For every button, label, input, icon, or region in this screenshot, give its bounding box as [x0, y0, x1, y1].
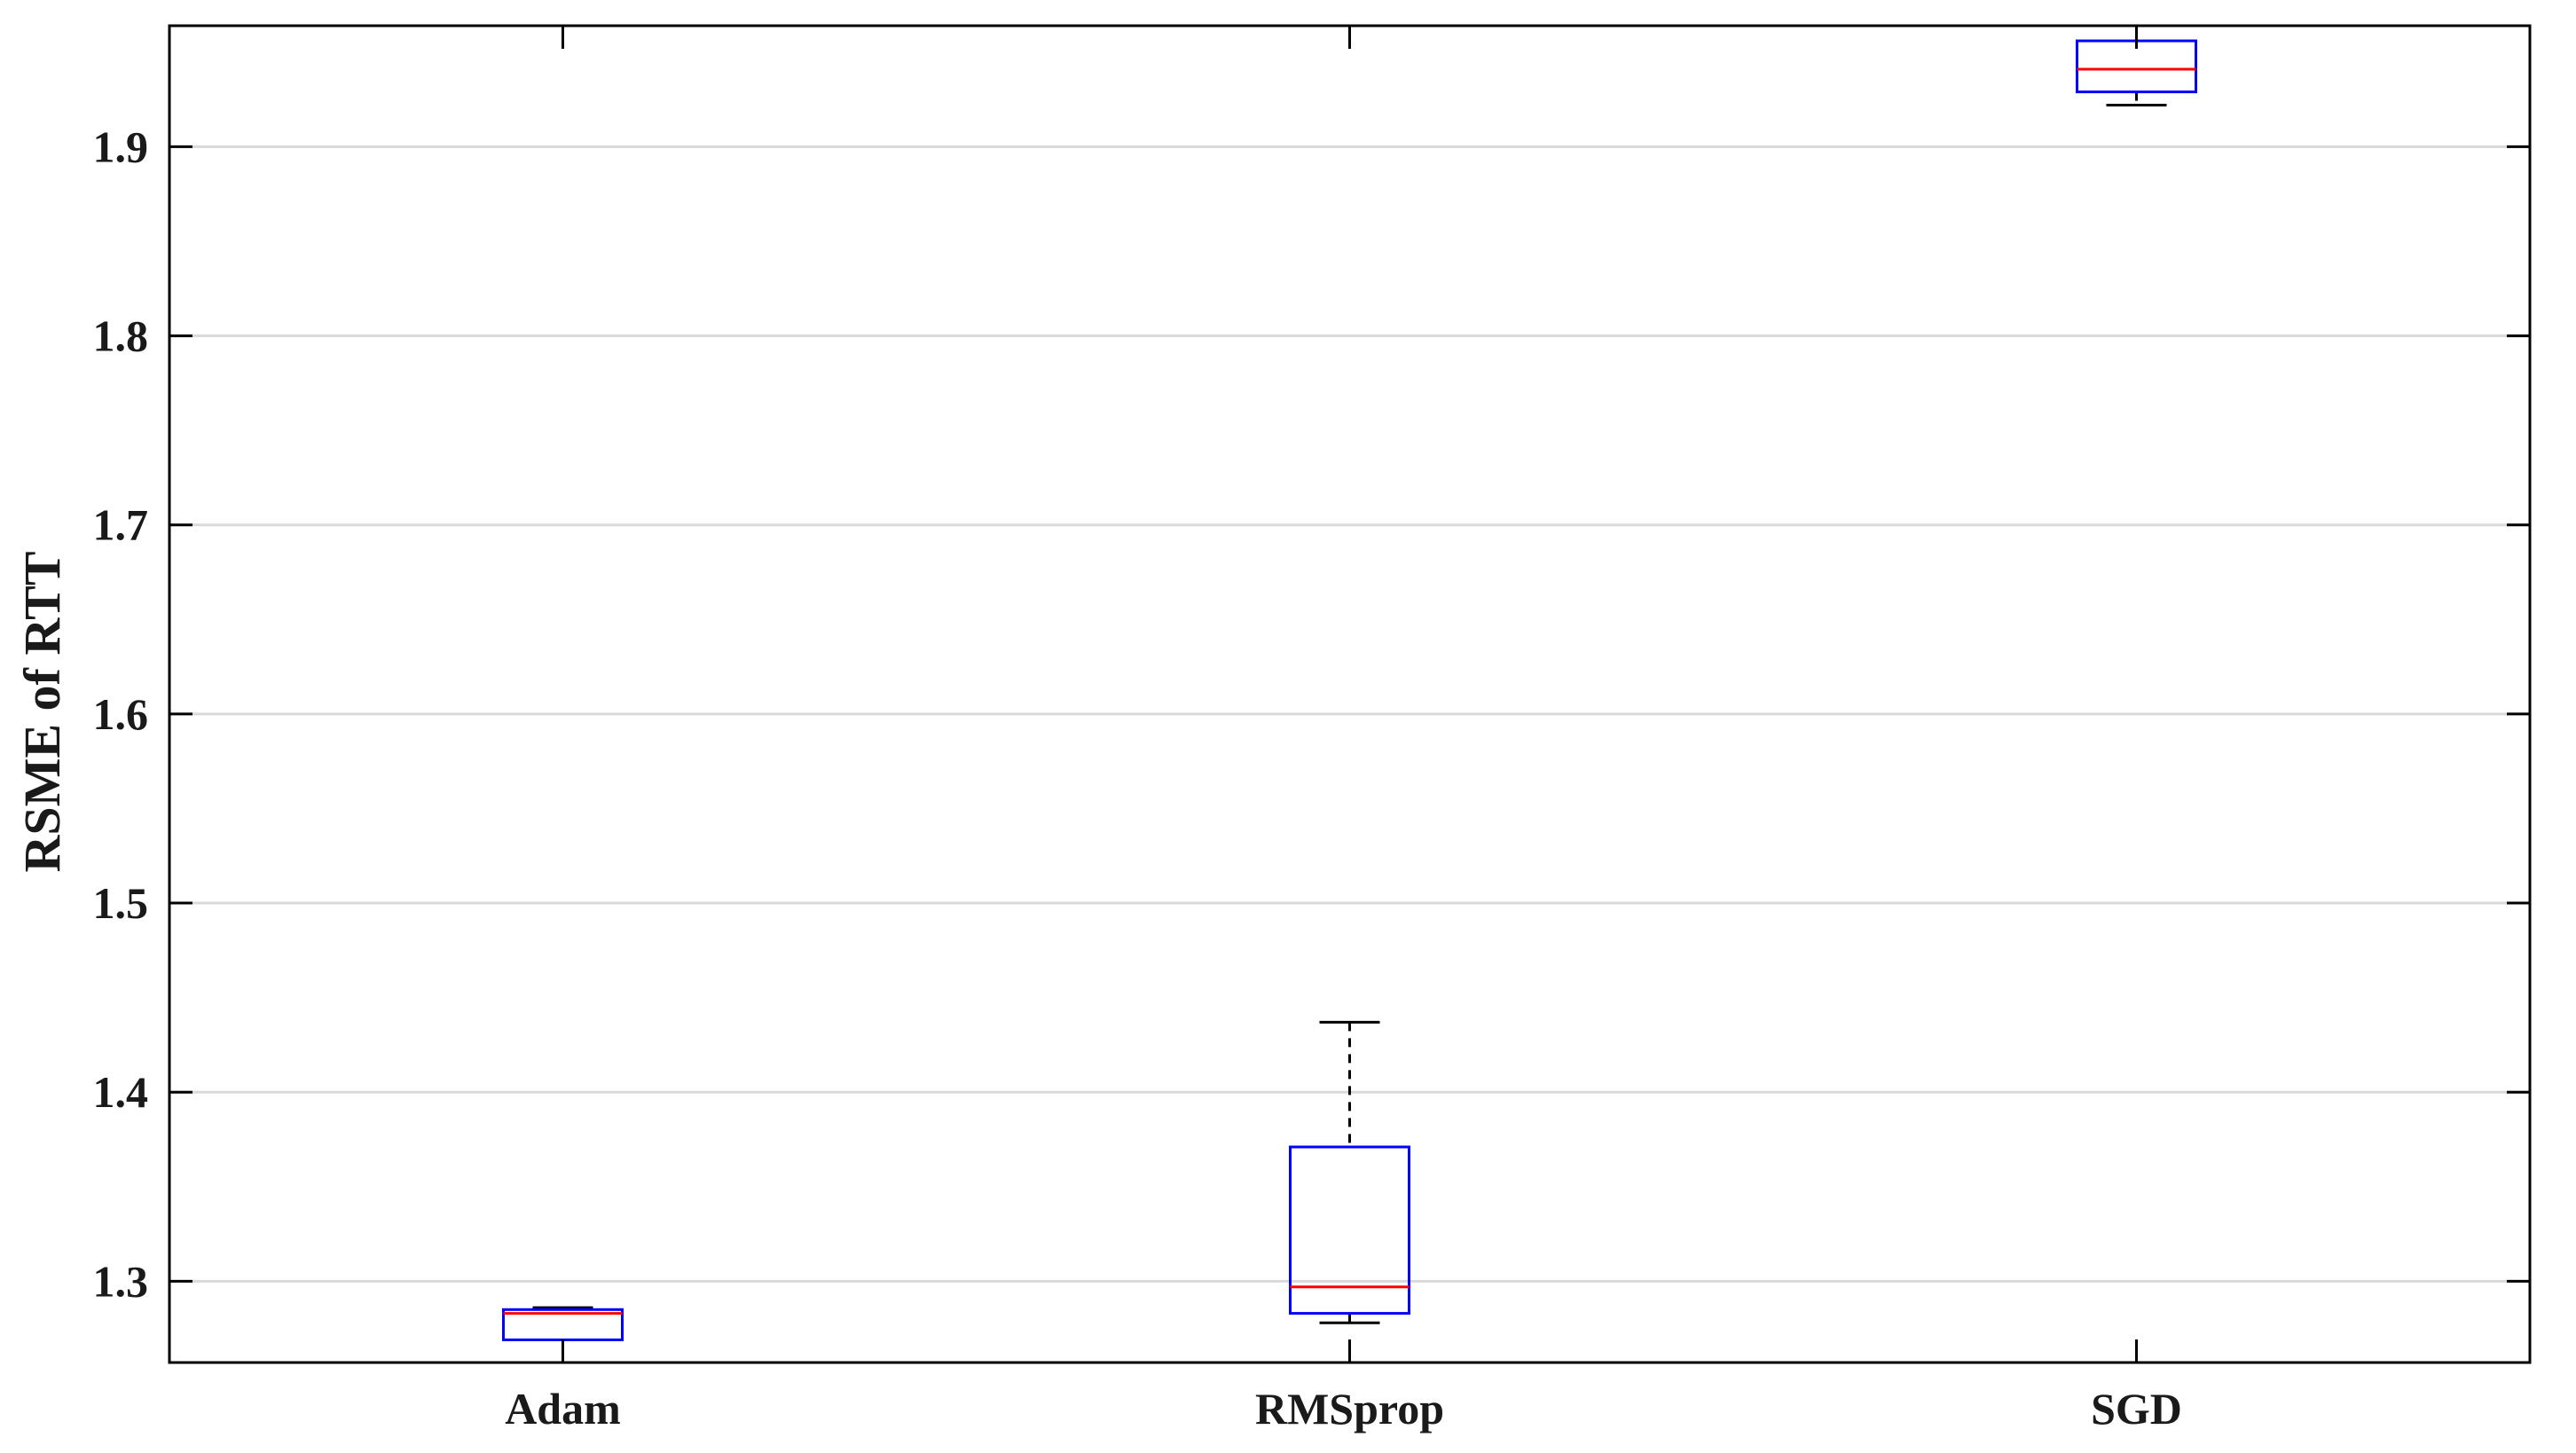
boxes: [502, 24, 2197, 1364]
axis-ticks: [169, 26, 2530, 1363]
y-tick-label: 1.8: [93, 311, 149, 361]
grid-lines: [169, 145, 2530, 1283]
x-tick-label: RMSprop: [1255, 1384, 1444, 1433]
y-tick-label: 1.5: [93, 878, 149, 928]
iqr-box: [1289, 1145, 1410, 1316]
x-tick-labels: Adam RMSprop SGD: [505, 1384, 2182, 1433]
y-tick-label: 1.4: [93, 1067, 149, 1117]
plot-area-frame: [168, 24, 2532, 1364]
y-tick-label: 1.7: [93, 500, 149, 550]
x-tick-label: SGD: [2091, 1384, 2182, 1433]
y-tick-label: 1.6: [93, 689, 149, 739]
y-tick-label: 1.3: [93, 1256, 149, 1306]
x-tick-label: Adam: [505, 1384, 621, 1433]
y-tick-label: 1.9: [93, 122, 149, 171]
y-axis-label: RSME of RTT: [13, 551, 71, 872]
y-tick-labels: 1.3 1.4 1.5 1.6 1.7 1.8 1.9: [93, 122, 149, 1306]
box-rmsprop: [1289, 1020, 1410, 1324]
